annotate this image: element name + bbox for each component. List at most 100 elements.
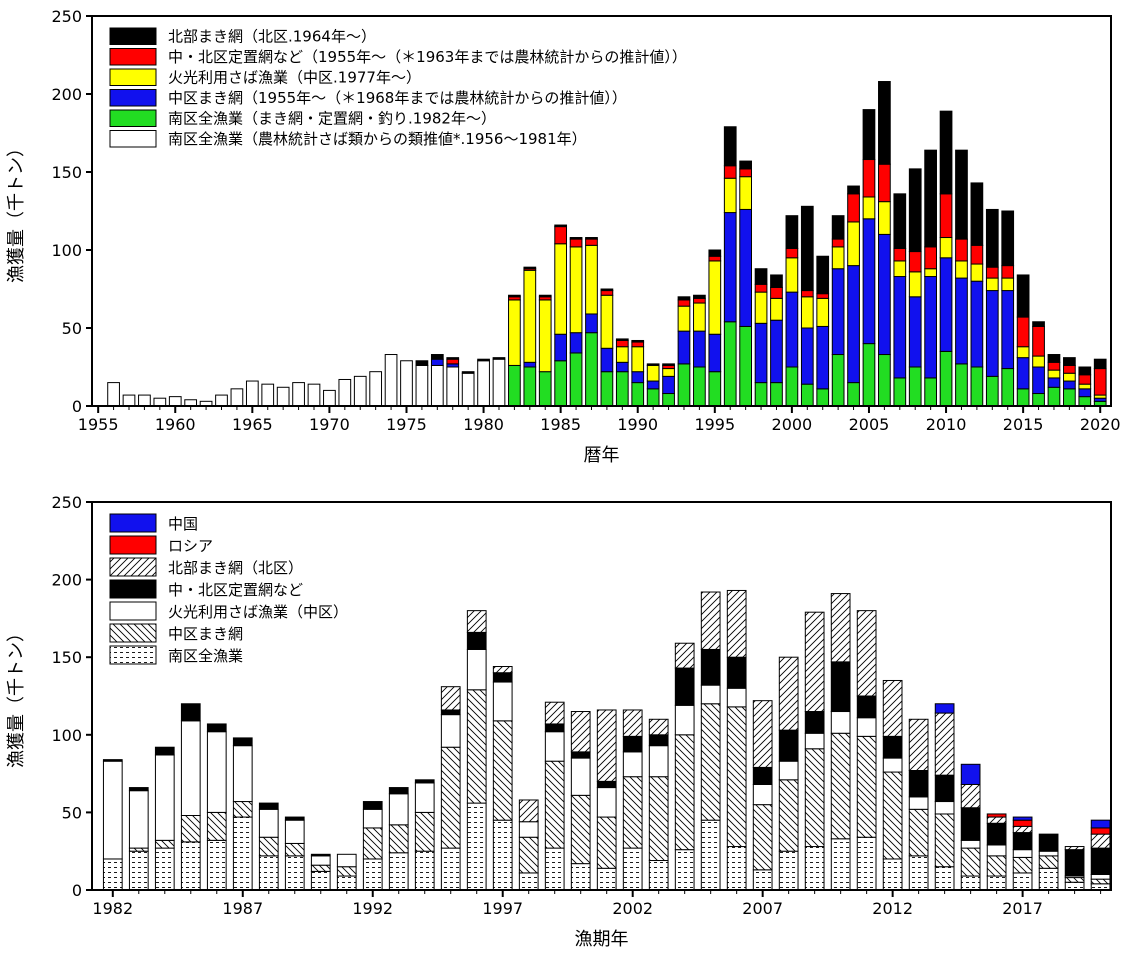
bar-segment bbox=[206, 731, 227, 813]
x-tick-label: 1997 bbox=[482, 899, 523, 918]
bar-segment bbox=[1032, 321, 1045, 327]
bar-segment bbox=[466, 689, 487, 804]
y-tick-label: 150 bbox=[51, 648, 82, 667]
bar-segment bbox=[1016, 357, 1030, 390]
bar-segment bbox=[674, 704, 695, 736]
legend-swatch bbox=[109, 623, 157, 643]
bar-segment bbox=[1064, 849, 1085, 877]
x-tick-label: 2007 bbox=[742, 899, 783, 918]
bar-segment bbox=[985, 277, 999, 292]
bar-segment bbox=[785, 215, 799, 249]
bar-segment bbox=[362, 827, 383, 860]
bar-segment bbox=[585, 313, 598, 334]
bar-segment bbox=[939, 110, 953, 195]
bar-segment bbox=[804, 846, 825, 891]
bar-segment bbox=[446, 366, 460, 407]
bar-segment bbox=[310, 853, 331, 857]
bar-segment bbox=[723, 321, 737, 407]
bar-segment bbox=[596, 816, 617, 869]
bar-segment bbox=[752, 783, 773, 806]
bar-segment bbox=[492, 819, 513, 891]
bar-segment bbox=[785, 257, 799, 293]
x-tick-label: 1960 bbox=[155, 415, 196, 434]
bar-segment bbox=[648, 776, 669, 862]
bar-segment bbox=[960, 875, 981, 891]
bar-segment bbox=[778, 656, 799, 731]
x-tick-label: 1985 bbox=[540, 415, 581, 434]
bar-segment bbox=[804, 732, 825, 750]
bar-segment bbox=[336, 866, 357, 877]
bar-segment bbox=[708, 249, 722, 257]
bar-segment bbox=[662, 375, 675, 395]
bar-segment bbox=[985, 208, 999, 268]
bar-segment bbox=[600, 371, 614, 407]
bar-segment bbox=[232, 737, 253, 747]
bar-segment bbox=[693, 302, 706, 332]
bar-segment bbox=[830, 711, 851, 734]
bar-segment bbox=[648, 718, 669, 736]
legend-item: 中区まき網（1955年～（＊1968年までは農林統計からの推計値）） bbox=[109, 89, 627, 107]
legend-swatch bbox=[109, 130, 157, 148]
bar-segment bbox=[258, 802, 279, 810]
bar-segment bbox=[700, 648, 721, 686]
bar-segment bbox=[102, 759, 123, 762]
bar-segment bbox=[138, 394, 151, 407]
legend-label: 火光利用さば漁業（中区） bbox=[168, 603, 348, 621]
bar-segment bbox=[662, 368, 675, 377]
bar-segment bbox=[569, 332, 583, 354]
bar-segment bbox=[908, 808, 929, 857]
bar-segment bbox=[800, 327, 814, 385]
bar-segment bbox=[847, 265, 860, 384]
bar-segment bbox=[674, 849, 695, 891]
bar-segment bbox=[596, 709, 617, 782]
bar-segment bbox=[816, 297, 830, 327]
bar-segment bbox=[934, 813, 955, 868]
bar-segment bbox=[893, 247, 907, 262]
bar-segment bbox=[1001, 210, 1015, 267]
bar-segment bbox=[882, 679, 903, 737]
bar-segment bbox=[847, 193, 860, 223]
bar-segment bbox=[440, 714, 461, 748]
bar-segment bbox=[723, 177, 737, 214]
bar-segment bbox=[726, 656, 747, 689]
x-tick-label: 1987 bbox=[222, 899, 263, 918]
bar-segment bbox=[985, 266, 999, 279]
y-tick-label: 50 bbox=[62, 319, 82, 338]
bar-segment bbox=[1047, 377, 1061, 388]
legend-item: 中国 bbox=[109, 513, 198, 533]
x-axis: 1955 1960 1965 1970 1975 1980 1985 1990 1995 2000… bbox=[78, 406, 1121, 434]
bar-segment bbox=[677, 305, 691, 332]
x-axis-label: 漁期年 bbox=[575, 929, 629, 950]
bar-segment bbox=[648, 745, 669, 778]
bar-segment bbox=[414, 782, 435, 813]
bar-segment bbox=[831, 215, 845, 240]
bar-segment bbox=[1090, 873, 1111, 880]
bar-segment bbox=[414, 779, 435, 784]
bar-segment bbox=[446, 357, 460, 360]
bar-segment bbox=[1032, 325, 1045, 357]
bar-segment bbox=[700, 684, 721, 705]
bar-segment bbox=[1090, 819, 1111, 829]
bar-segment bbox=[261, 383, 275, 407]
bar-segment bbox=[778, 729, 799, 762]
bar-segment bbox=[816, 293, 830, 299]
bar-segment bbox=[677, 296, 691, 301]
bar-segment bbox=[1001, 290, 1015, 370]
bar-segment bbox=[862, 109, 876, 161]
bar-segment bbox=[1047, 369, 1061, 379]
bar-segment bbox=[770, 319, 783, 384]
bar-segment bbox=[960, 763, 981, 785]
x-tick-label: 1992 bbox=[352, 899, 393, 918]
bar-segment bbox=[336, 875, 357, 891]
x-axis: 1982 1987 1992 1997 2002 2007 2012 2017 bbox=[92, 890, 1102, 918]
bar-segment bbox=[631, 339, 645, 343]
x-tick-label: 2010 bbox=[926, 415, 967, 434]
bar-segment bbox=[600, 288, 614, 292]
bar-segment bbox=[726, 589, 747, 658]
bar-segment bbox=[986, 844, 1007, 857]
bar-segment bbox=[893, 377, 907, 407]
bar-segment bbox=[970, 244, 984, 265]
bar-segment bbox=[934, 712, 955, 776]
bar-segment bbox=[816, 325, 830, 390]
bar-segment bbox=[893, 260, 907, 278]
